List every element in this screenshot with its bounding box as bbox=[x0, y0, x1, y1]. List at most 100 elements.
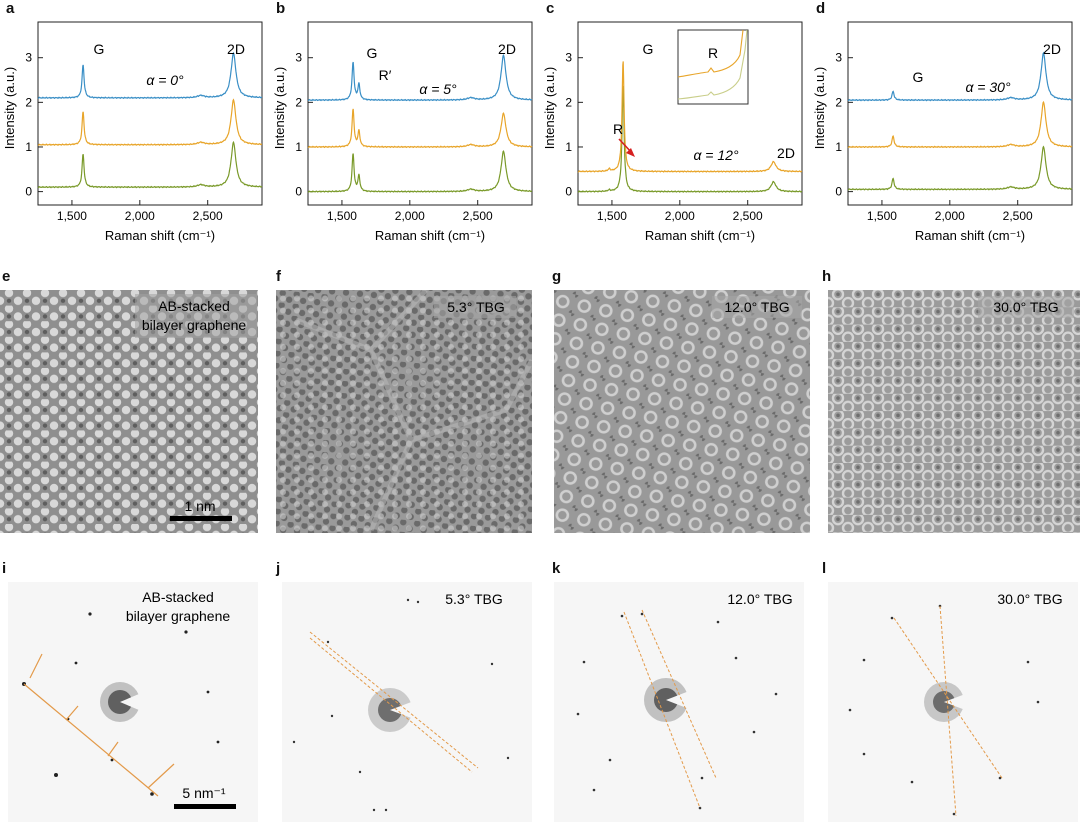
x-tick-label: 1,500 bbox=[327, 209, 357, 223]
caption-line1: AB-stacked bbox=[142, 589, 214, 605]
diffraction-image-l: 30.0° TBG bbox=[828, 582, 1078, 822]
dashed-lines bbox=[893, 605, 1003, 817]
scalebar-label: 1 nm bbox=[184, 498, 215, 514]
x-tick-label: 2,000 bbox=[665, 209, 695, 223]
raman-panel-a: a 3 2 1 0 2,500 2,000 1,500 Intensity (a.u.) R… bbox=[0, 0, 270, 250]
dashed-lines bbox=[309, 631, 479, 773]
y-tick-label: 1 bbox=[25, 140, 32, 154]
tem-image-h: 30.0° TBG bbox=[828, 290, 1080, 533]
series-green bbox=[307, 150, 533, 193]
diffraction-spots bbox=[292, 598, 510, 812]
peak-2d-label: 2D bbox=[498, 41, 516, 57]
series-orange bbox=[307, 108, 533, 149]
y-tick-label: 0 bbox=[565, 185, 572, 199]
ylabel: Intensity (a.u.) bbox=[812, 67, 827, 149]
caption-line2: bilayer graphene bbox=[126, 608, 231, 624]
panel-label: c bbox=[546, 0, 555, 17]
tem-image-g: 12.0° TBG bbox=[554, 290, 810, 533]
y-tick-label: 2 bbox=[565, 95, 572, 109]
caption-line1: AB-stacked bbox=[158, 298, 230, 314]
x-tick-label: 2,000 bbox=[935, 209, 965, 223]
y-tick-label: 0 bbox=[25, 185, 32, 199]
inset-orange-trace bbox=[677, 29, 744, 78]
central-beam bbox=[924, 682, 976, 722]
caption: 5.3° TBG bbox=[445, 591, 502, 607]
tem-image-f: 5.3° TBG bbox=[276, 290, 532, 533]
axes-frame bbox=[577, 21, 803, 206]
peak-g-label: G bbox=[367, 45, 378, 61]
y-tick-label: 3 bbox=[25, 51, 32, 65]
x-tick-label: 2,000 bbox=[395, 209, 425, 223]
caption: 30.0° TBG bbox=[993, 299, 1058, 315]
inset-green-trace bbox=[677, 29, 748, 100]
axes-frame bbox=[847, 21, 1073, 206]
series-green bbox=[847, 145, 1073, 191]
peak-r-label: R bbox=[613, 121, 623, 137]
series-orange bbox=[37, 98, 263, 146]
series-green bbox=[577, 85, 803, 193]
axes-frame bbox=[307, 21, 533, 206]
tem-image-e: AB-stacked bilayer graphene 1 nm bbox=[0, 290, 258, 533]
peak-2d-label: 2D bbox=[1043, 41, 1061, 57]
x-tick-label: 1,500 bbox=[597, 209, 627, 223]
red-arrow bbox=[618, 138, 635, 157]
diffraction-image-j: 5.3° TBG bbox=[282, 582, 532, 822]
diffraction-panel-k: k 12.0° TBG bbox=[540, 560, 810, 825]
alpha-label: α = 30° bbox=[965, 79, 1011, 95]
xlabel: Raman shift (cm⁻¹) bbox=[375, 228, 485, 243]
caption-line2: bilayer graphene bbox=[142, 317, 247, 333]
peak-2d-label: 2D bbox=[227, 41, 245, 57]
dashed-lines bbox=[623, 609, 717, 809]
tem-panel-e: e AB-stacked bilayer graphene 1 nm bbox=[0, 268, 270, 533]
axes-frame bbox=[37, 21, 263, 206]
central-beam bbox=[100, 682, 158, 722]
x-tick-label: 2,000 bbox=[125, 209, 155, 223]
panel-label: a bbox=[6, 0, 15, 17]
panel-label: j bbox=[276, 560, 281, 577]
raman-chart-b: 3 2 1 0 2,500 2,000 1,500 Intensity (a.u.) Ram… bbox=[272, 21, 533, 243]
y-tick-label: 1 bbox=[565, 140, 572, 154]
panel-label: k bbox=[552, 560, 561, 577]
raman-panel-b: b 3 2 1 0 2,500 2,000 1,500 Intensity (a.u.) R… bbox=[270, 0, 540, 250]
y-tick-label: 0 bbox=[835, 185, 842, 199]
caption: 12.0° TBG bbox=[724, 299, 789, 315]
diffraction-panel-l: l 30.0° TBG bbox=[810, 560, 1080, 825]
panel-label: d bbox=[816, 0, 826, 17]
y-tick-label: 3 bbox=[295, 51, 302, 65]
raman-chart-d: 3 2 1 0 2,500 2,000 1,500 Intensity (a.u.) Ram… bbox=[812, 21, 1073, 243]
peak-g-label: G bbox=[643, 41, 654, 57]
diffraction-spots bbox=[576, 612, 778, 810]
alpha-label: α = 0° bbox=[146, 72, 184, 88]
xlabel: Raman shift (cm⁻¹) bbox=[915, 228, 1025, 243]
y-tick-label: 1 bbox=[835, 140, 842, 154]
x-tick-label: 2,500 bbox=[733, 209, 763, 223]
diffraction-image-k: 12.0° TBG bbox=[554, 582, 804, 822]
tem-panel-g: g 12.0° TBG bbox=[540, 268, 810, 533]
scalebar bbox=[170, 516, 232, 521]
diffraction-panel-i: i AB-stacked bilayer graphene 5 nm⁻¹ bbox=[0, 560, 270, 825]
ylabel: Intensity (a.u.) bbox=[2, 67, 17, 149]
x-tick-label: 2,500 bbox=[193, 209, 223, 223]
series-blue bbox=[847, 51, 1073, 102]
raman-panel-d: d 3 2 1 0 2,500 2,000 1,500 Intensity (a.u.) R… bbox=[810, 0, 1080, 250]
tem-panel-h: h 30.0° TBG bbox=[810, 268, 1080, 533]
x-tick-label: 2,500 bbox=[1003, 209, 1033, 223]
raman-panel-c: c 3 2 1 0 2,500 2,000 1,500 Intensity (a.u.) R… bbox=[540, 0, 810, 250]
panel-label: f bbox=[276, 268, 281, 285]
panel-label: g bbox=[552, 268, 562, 285]
diffraction-image-i: AB-stacked bilayer graphene 5 nm⁻¹ bbox=[8, 582, 258, 822]
series-orange bbox=[847, 100, 1073, 149]
ylabel: Intensity (a.u.) bbox=[542, 67, 557, 149]
scalebar-label: 5 nm⁻¹ bbox=[182, 785, 226, 801]
caption: 30.0° TBG bbox=[997, 591, 1062, 607]
peak-rprime-label: R′ bbox=[379, 67, 392, 83]
alpha-label: α = 12° bbox=[693, 147, 739, 163]
raman-chart-a: 3 2 1 0 2,500 2,000 1,500 Intensity (a.u.) Ram… bbox=[2, 21, 263, 243]
series-orange bbox=[577, 61, 803, 173]
xlabel: Raman shift (cm⁻¹) bbox=[645, 228, 755, 243]
peak-2d-label: 2D bbox=[777, 145, 795, 161]
xlabel: Raman shift (cm⁻¹) bbox=[105, 228, 215, 243]
panel-label: i bbox=[2, 560, 7, 577]
y-tick-label: 3 bbox=[565, 51, 572, 65]
panel-label: h bbox=[822, 268, 832, 285]
